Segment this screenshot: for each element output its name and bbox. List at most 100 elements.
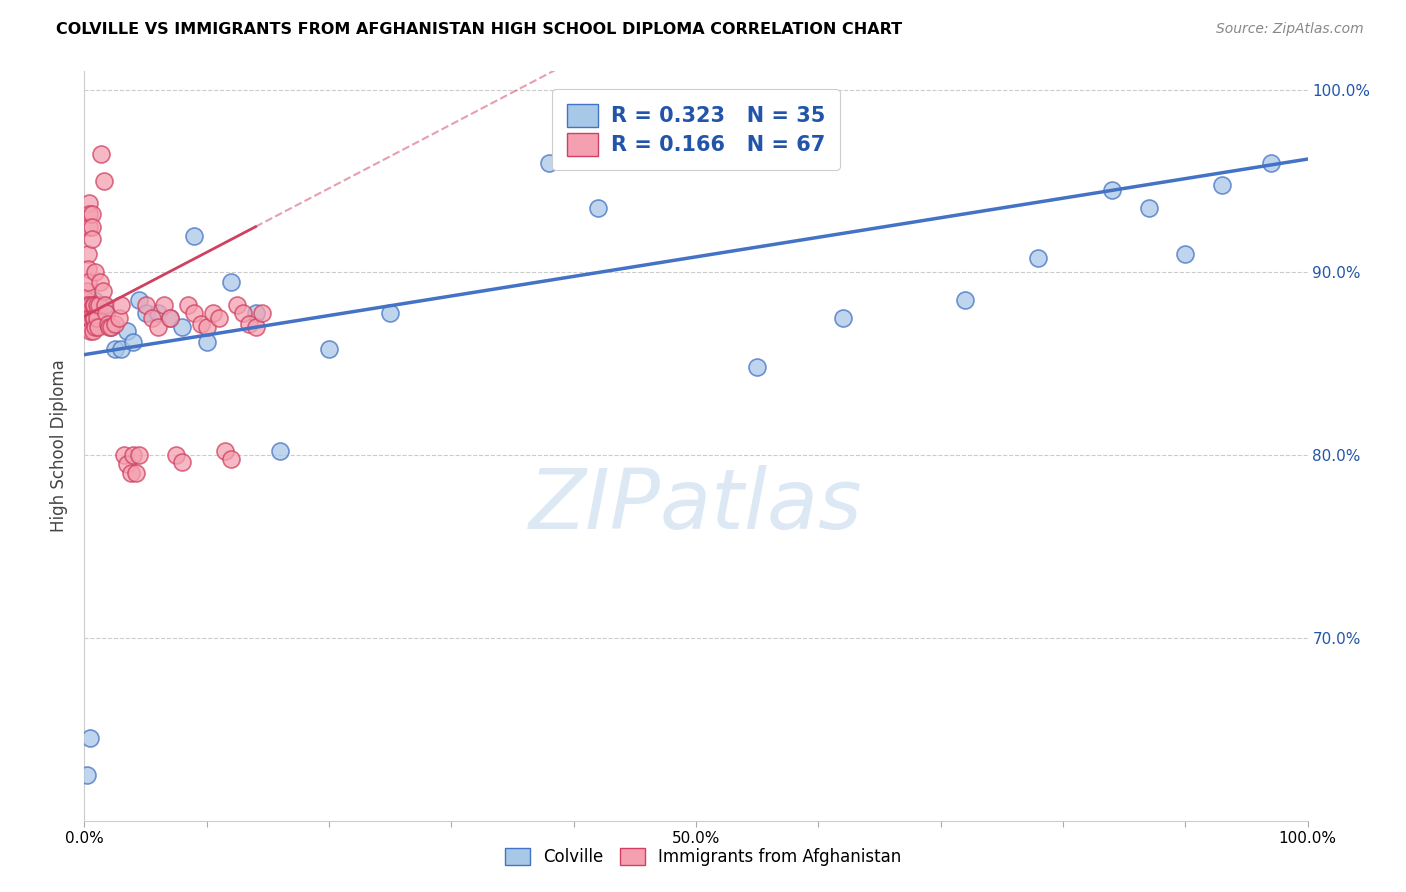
Point xyxy=(76,311,98,326)
Point xyxy=(77,219,100,234)
Text: Source: ZipAtlas.com: Source: ZipAtlas.com xyxy=(1216,22,1364,37)
Point xyxy=(219,451,242,466)
Point xyxy=(80,232,103,246)
Point xyxy=(79,324,101,338)
Point xyxy=(97,320,120,334)
Point xyxy=(76,768,98,782)
Point xyxy=(177,298,200,312)
Point xyxy=(84,265,107,279)
Point xyxy=(586,202,609,216)
Point xyxy=(77,275,100,289)
Point xyxy=(104,342,127,356)
Point xyxy=(172,455,194,469)
Point xyxy=(190,317,212,331)
Point xyxy=(87,298,110,312)
Point xyxy=(112,448,135,462)
Point xyxy=(250,305,273,319)
Point xyxy=(146,320,169,334)
Point xyxy=(75,293,97,307)
Point xyxy=(172,320,194,334)
Point xyxy=(115,324,138,338)
Point xyxy=(77,247,100,261)
Point xyxy=(75,320,97,334)
Point xyxy=(245,320,267,334)
Point xyxy=(89,275,111,289)
Text: ZIPatlas: ZIPatlas xyxy=(529,466,863,547)
Point xyxy=(146,305,169,319)
Point xyxy=(269,444,291,458)
Point xyxy=(380,305,402,319)
Point xyxy=(79,731,101,746)
Point xyxy=(214,444,236,458)
Point xyxy=(82,324,104,338)
Point xyxy=(1137,202,1160,216)
Point xyxy=(110,298,132,312)
Point xyxy=(100,320,122,334)
Point xyxy=(1211,178,1233,192)
Legend: R = 0.323   N = 35, R = 0.166   N = 67: R = 0.323 N = 35, R = 0.166 N = 67 xyxy=(553,89,839,170)
Point xyxy=(96,305,118,319)
Point xyxy=(183,228,205,243)
Point xyxy=(226,298,249,312)
Text: COLVILLE VS IMMIGRANTS FROM AFGHANISTAN HIGH SCHOOL DIPLOMA CORRELATION CHART: COLVILLE VS IMMIGRANTS FROM AFGHANISTAN … xyxy=(56,22,903,37)
Point xyxy=(76,284,98,298)
Point xyxy=(141,311,163,326)
Point xyxy=(219,275,242,289)
Point xyxy=(82,311,104,326)
Point xyxy=(84,320,107,334)
Point xyxy=(76,298,98,312)
Point xyxy=(107,311,129,326)
Point xyxy=(747,360,769,375)
Point xyxy=(208,311,231,326)
Point xyxy=(1028,251,1050,265)
Point xyxy=(538,155,561,169)
Point xyxy=(135,298,157,312)
Point xyxy=(104,317,127,331)
Point xyxy=(831,311,853,326)
Point xyxy=(87,320,110,334)
Point xyxy=(75,311,97,326)
Point xyxy=(122,448,145,462)
Point xyxy=(97,317,120,331)
Point xyxy=(100,320,122,334)
Point xyxy=(318,342,340,356)
Y-axis label: High School Diploma: High School Diploma xyxy=(51,359,69,533)
Point xyxy=(86,298,108,312)
Point xyxy=(153,298,176,312)
Point xyxy=(128,293,150,307)
Point xyxy=(201,305,224,319)
Point xyxy=(128,448,150,462)
Point xyxy=(195,320,218,334)
Point xyxy=(83,298,105,312)
Point xyxy=(86,305,108,319)
Point xyxy=(238,317,260,331)
Point xyxy=(165,448,187,462)
Point xyxy=(120,467,142,481)
Point xyxy=(245,305,267,319)
Point xyxy=(1174,247,1197,261)
Point xyxy=(122,334,145,349)
Point xyxy=(80,219,103,234)
Point xyxy=(135,305,157,319)
Legend: Colville, Immigrants from Afghanistan: Colville, Immigrants from Afghanistan xyxy=(498,841,908,873)
Point xyxy=(110,342,132,356)
Point xyxy=(91,284,114,298)
Point xyxy=(87,317,110,331)
Point xyxy=(94,298,117,312)
Point xyxy=(79,298,101,312)
Point xyxy=(183,305,205,319)
Point xyxy=(91,298,114,312)
Point xyxy=(83,311,105,326)
Point xyxy=(96,305,118,319)
Point xyxy=(77,261,100,276)
Point xyxy=(80,207,103,221)
Point xyxy=(125,467,148,481)
Point xyxy=(1260,155,1282,169)
Point xyxy=(159,311,181,326)
Point xyxy=(77,207,100,221)
Point xyxy=(93,174,115,188)
Point xyxy=(159,311,181,326)
Point xyxy=(195,334,218,349)
Point xyxy=(83,293,105,307)
Point xyxy=(1101,183,1123,197)
